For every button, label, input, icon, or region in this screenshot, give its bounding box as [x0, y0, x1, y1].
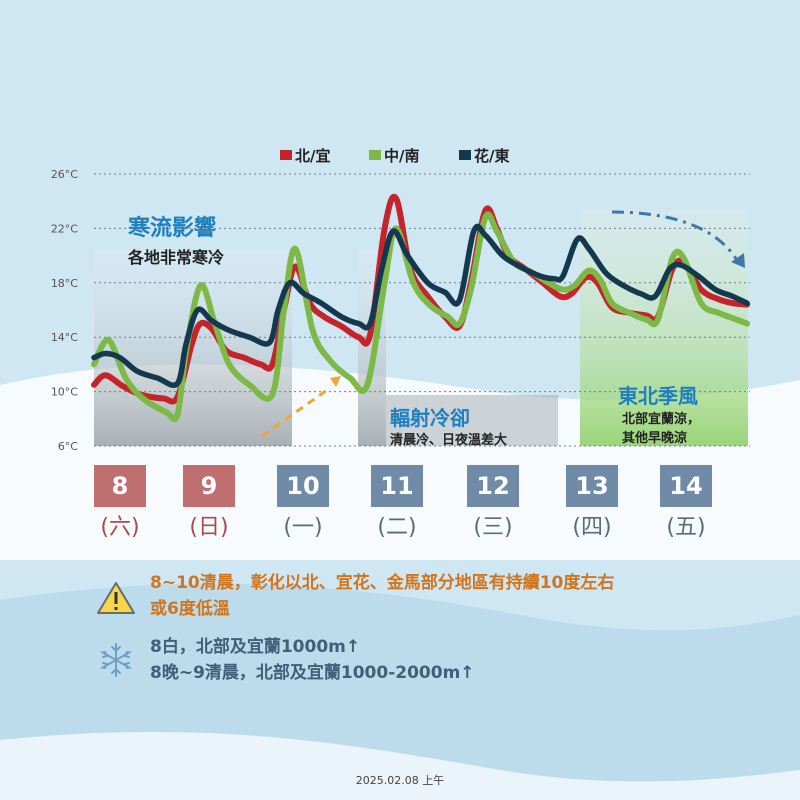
day-box-10: 10	[277, 465, 329, 507]
day-box-14: 14	[660, 465, 712, 507]
warming-arrow-head	[330, 376, 341, 387]
y-tick-label: 22°C	[51, 222, 78, 235]
ne-monsoon-subtitle-1: 北部宜蘭涼，	[622, 412, 701, 427]
snowflake-icon	[101, 643, 131, 677]
legend-swatch-1	[280, 150, 292, 160]
warning-text-line1: 8~10清晨，彰化以北、宜花、金馬部分地區有持續10度左右	[150, 573, 615, 593]
snow-wave-bottom	[0, 731, 800, 800]
series-line-3	[91, 223, 750, 388]
chart-legend: 北/宜 中/南 花/東	[280, 147, 509, 165]
ne-monsoon-region	[580, 210, 748, 446]
weekday-thu: (四)	[572, 515, 612, 540]
weekday-mon: (一)	[283, 515, 323, 540]
radiation-cooling-title: 輻射冷卻	[390, 406, 470, 430]
chart-arrows	[261, 210, 745, 438]
y-tick-label: 10°C	[51, 386, 78, 399]
day-box-9: 9	[183, 465, 235, 507]
cold-wave-subtitle: 各地非常寒冷	[128, 248, 225, 267]
radiation-region-b	[386, 395, 558, 446]
y-tick-label: 6°C	[58, 440, 78, 453]
snow-text-line2: 8晚~9清晨，北部及宜蘭1000-2000m↑	[150, 663, 475, 683]
chart-series	[91, 193, 751, 423]
y-tick-label: 26°C	[51, 168, 78, 181]
legend-label-3: 花/東	[474, 147, 509, 165]
weekday-fri: (五)	[666, 515, 706, 540]
series-line-2	[91, 211, 751, 423]
ne-monsoon-subtitle-2: 其他早晚涼	[622, 431, 688, 446]
cold-wave-title: 寒流影響	[128, 216, 217, 241]
legend-swatch-3	[459, 150, 471, 160]
chart-grid: 26°C 22°C 18°C 14°C 10°C 6°C	[51, 168, 750, 453]
y-tick-label: 14°C	[51, 331, 78, 344]
radiation-cooling-subtitle: 清晨冷、日夜溫差大	[390, 433, 508, 448]
cooling-arrow-head	[731, 253, 745, 268]
cooling-arrow	[611, 210, 740, 263]
weekday-sat: (六)	[100, 515, 140, 540]
temperature-chart: 26°C 22°C 18°C 14°C 10°C 6°C 北/宜 中/南 花/東	[51, 147, 751, 453]
y-tick-label: 18°C	[51, 277, 78, 290]
warning-text-line2: 或6度低溫	[150, 599, 230, 619]
legend-swatch-2	[369, 150, 381, 160]
day-box-13: 13	[566, 465, 618, 507]
footer-timestamp: 2025.02.08 上午	[355, 774, 445, 787]
snow-text-line1: 8白，北部及宜蘭1000m↑	[150, 637, 361, 657]
day-box-11: 11	[371, 465, 423, 507]
legend-label-2: 中/南	[384, 147, 419, 165]
legend-label-1: 北/宜	[295, 147, 330, 165]
ne-monsoon-title: 東北季風	[618, 384, 698, 408]
weekday-sun: (日)	[189, 515, 229, 540]
warning-triangle-icon	[97, 582, 135, 614]
weekday-wed: (三)	[473, 515, 513, 540]
weekday-tue: (二)	[377, 515, 417, 540]
day-box-8: 8	[94, 465, 146, 507]
day-box-12: 12	[467, 465, 519, 507]
